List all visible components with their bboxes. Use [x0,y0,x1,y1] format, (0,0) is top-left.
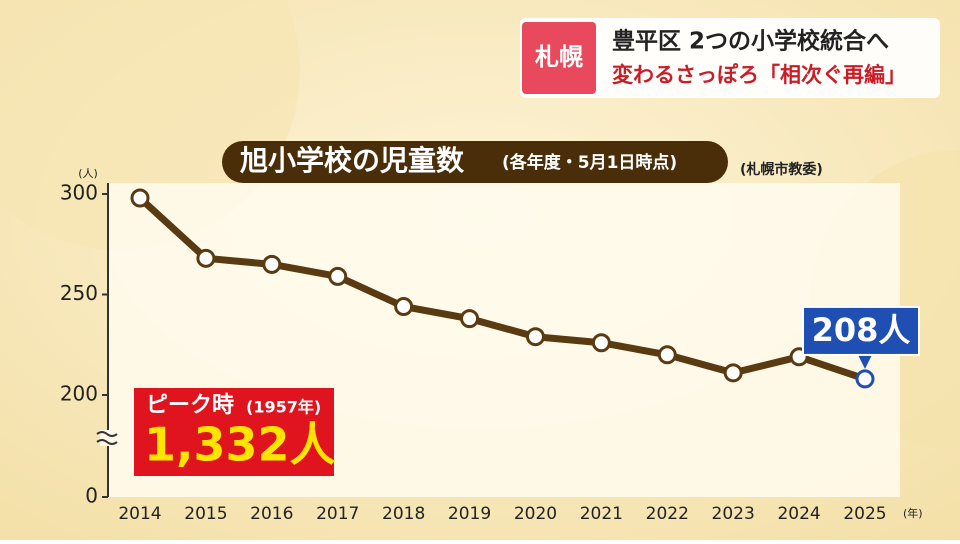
x-tick-label: 2018 [382,504,425,524]
callout-box [802,305,920,356]
x-tick-label: 2020 [514,504,557,524]
headline-subtitle: 変わるさっぽろ「相次ぐ再編」 [612,63,906,87]
y-tick-label: 0 [85,484,98,508]
data-point [591,333,611,353]
chart-title: 旭小学校の児童数 [240,144,465,177]
badge-text: 札幌 [534,43,583,71]
headline-title: 豊平区 2つの小学校統合へ [612,28,889,55]
y-tick-label: 250 [60,281,98,305]
x-tick-label: 2021 [580,504,623,524]
axis-break-gap [100,430,116,446]
y-tick-label: 200 [60,382,98,406]
x-tick-label: 2023 [712,504,755,524]
peak-year: (1957年) [246,398,321,417]
y-tick-label: 300 [60,181,98,205]
peak-label: ピーク時 [146,393,234,418]
series-line [137,195,867,383]
data-point [723,363,743,383]
x-tick-label: 2015 [184,504,227,524]
data-point [262,254,282,274]
data-point [328,266,348,286]
badge [522,22,596,94]
x-tick-label: 2025 [843,504,886,524]
data-point [394,297,414,317]
peak-box [134,388,334,476]
x-tick-label: 2022 [646,504,689,524]
data-point [657,345,677,365]
callout-pointer [857,352,873,369]
x-tick-label: 2024 [777,504,820,524]
headline-box [520,18,940,98]
data-point [196,248,216,268]
x-tick-label: 2017 [316,504,359,524]
chart-subtitle: (各年度・5月1日時点) [502,152,677,173]
title-pill [222,141,728,183]
data-point [855,369,875,389]
data-point [460,309,480,329]
data-point [525,327,545,347]
x-tick-label: 2019 [448,504,491,524]
source: (札幌市教委) [740,161,823,178]
x-tick-label: 2014 [118,504,161,524]
x-tick-label: 2016 [250,504,293,524]
data-point [130,188,150,208]
x-unit: (年) [903,506,923,520]
y-unit: (人) [78,167,98,180]
end-label: 208人 [812,311,911,349]
peak-value: 1,332人 [144,418,336,472]
axis-break [96,431,118,445]
